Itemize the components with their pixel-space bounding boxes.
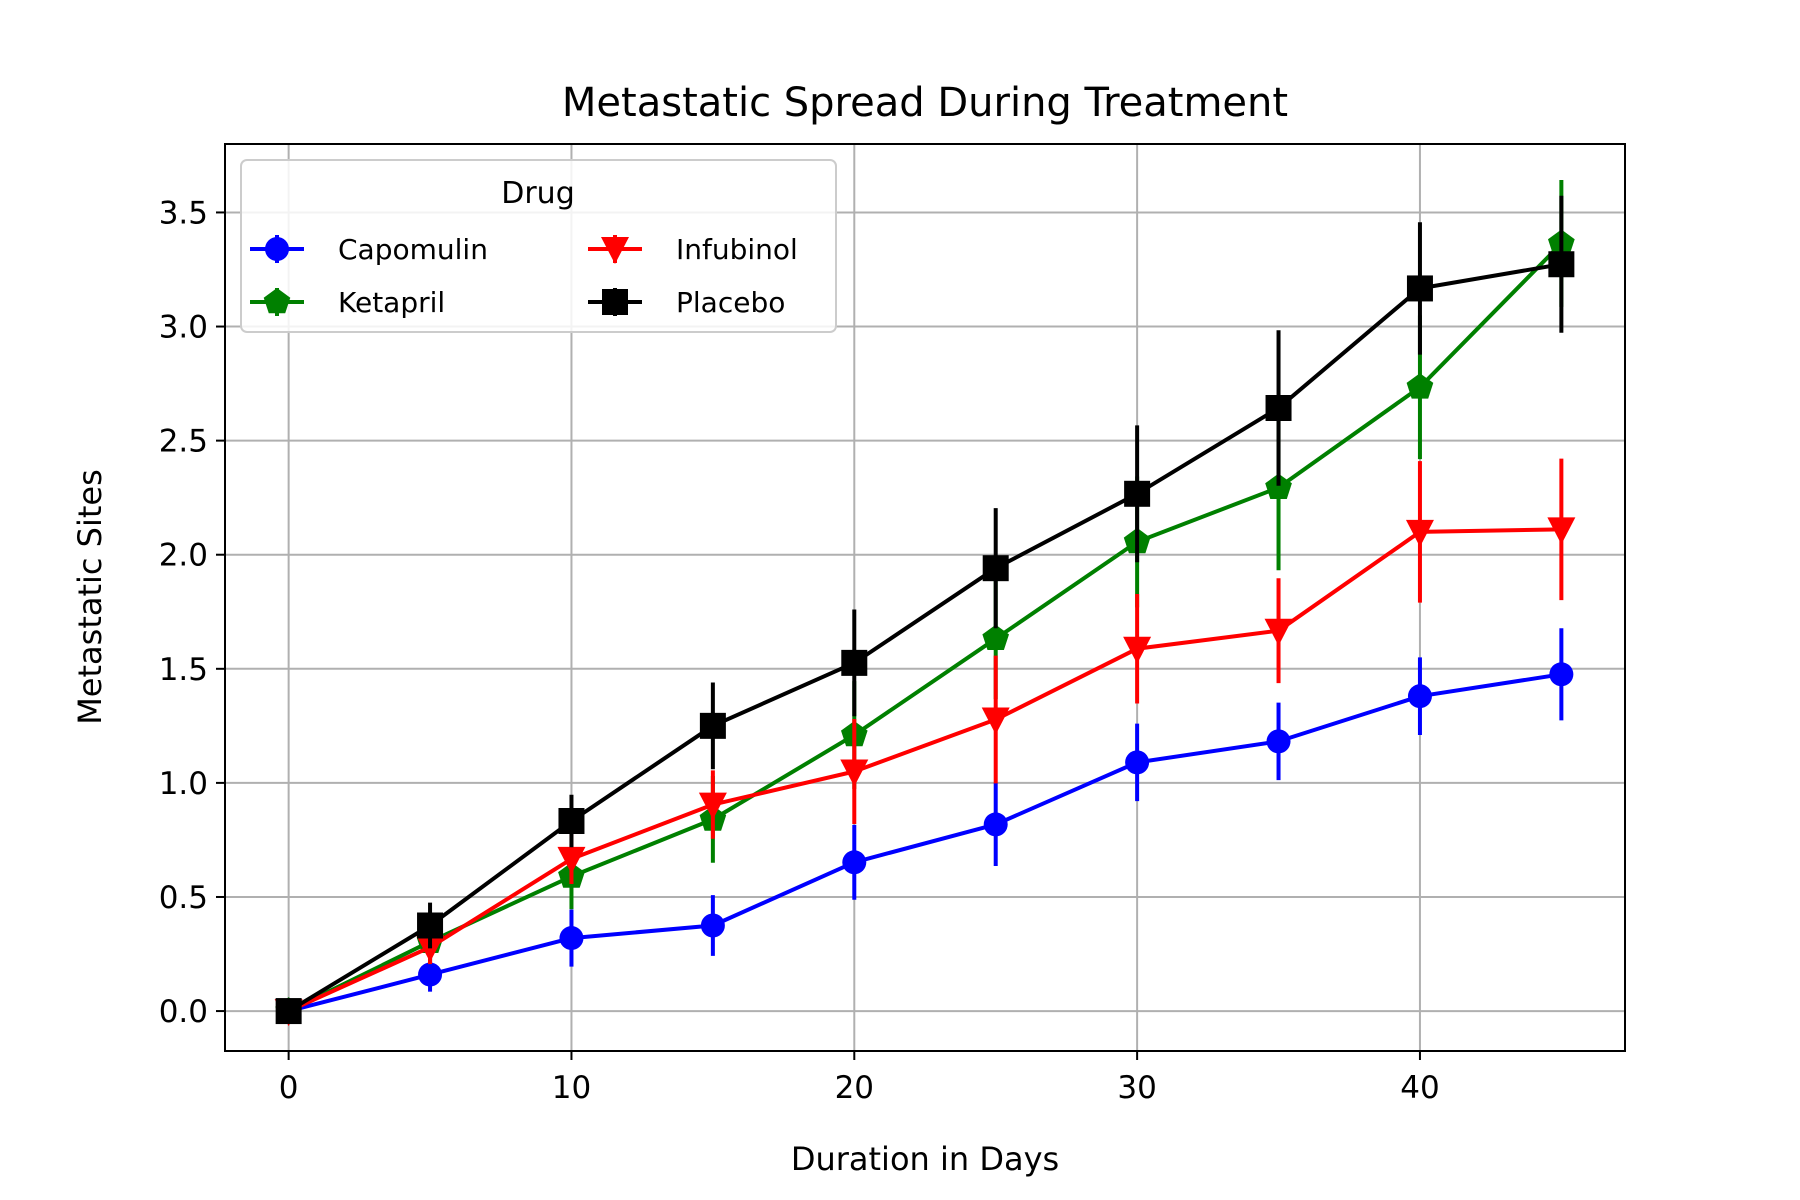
plot-frame [224, 143, 1626, 1052]
data-point-capomulin [418, 962, 443, 987]
data-point-infubinol [1264, 618, 1293, 646]
data-point-placebo [982, 555, 1009, 582]
y-tick-label: 3.5 [159, 195, 208, 231]
x-tick-label: 0 [279, 1070, 299, 1106]
data-point-placebo [417, 912, 444, 939]
series-layer [274, 180, 1576, 1027]
data-point-infubinol [1123, 636, 1152, 664]
data-point-capomulin [1266, 729, 1291, 754]
y-tick-label: 1.0 [159, 766, 208, 802]
data-point-ketapril [982, 624, 1009, 650]
data-point-placebo [1548, 251, 1575, 278]
y-tick-label: 0.5 [159, 880, 208, 916]
legend-item-capomulin: Capomulin [250, 233, 488, 266]
data-point-capomulin [1407, 684, 1432, 709]
legend-item-ketapril: Ketapril [250, 286, 445, 319]
y-axis-label: Metastatic Sites [71, 469, 109, 725]
x-axis: 0 10 20 30 40 [279, 1051, 1440, 1106]
data-point-capomulin [1125, 750, 1150, 775]
chart-title: Metastatic Spread During Treatment [562, 80, 1288, 126]
y-tick-label: 2.0 [159, 538, 208, 574]
data-point-capomulin [842, 850, 867, 875]
data-point-infubinol [416, 935, 445, 963]
series-placebo [275, 195, 1575, 1025]
series-line-infubinol [287, 527, 1562, 1013]
x-tick-label: 40 [1400, 1070, 1439, 1106]
y-tick-label: 1.5 [159, 652, 208, 688]
data-point-placebo [841, 649, 868, 676]
data-point-ketapril [1265, 473, 1292, 499]
data-point-placebo [275, 998, 302, 1025]
legend-entries: Capomulin Infubinol Ketapril Placebo [250, 233, 798, 319]
legend-marker [263, 288, 291, 314]
legend-label: Infubinol [676, 233, 798, 266]
legend-label: Placebo [676, 286, 785, 319]
data-point-infubinol [698, 792, 727, 820]
data-point-infubinol [1547, 517, 1576, 545]
data-point-capomulin [559, 926, 584, 951]
legend-marker [601, 237, 629, 264]
legend-marker [265, 237, 289, 261]
y-tick-label: 2.5 [159, 424, 208, 460]
series-line-ketapril [287, 242, 1563, 1013]
y-axis: 0.0 0.5 1.0 1.5 2.0 2.5 3.0 3.5 [159, 195, 225, 1030]
x-tick-label: 20 [835, 1070, 874, 1106]
legend-title: Drug [501, 176, 575, 211]
series-line-capomulin [288, 672, 1562, 1014]
data-point-placebo [699, 712, 726, 739]
y-tick-label: 0.0 [159, 994, 208, 1030]
legend-item-infubinol: Infubinol [588, 233, 798, 266]
legend: Drug Capomulin Infubinol Ketapril Placebo [240, 159, 837, 333]
legend-marker [602, 289, 628, 315]
data-point-placebo [1406, 275, 1433, 302]
data-point-infubinol [840, 759, 869, 787]
data-point-capomulin [1549, 662, 1574, 687]
data-point-infubinol [557, 846, 586, 874]
x-axis-label: Duration in Days [791, 1140, 1059, 1178]
legend-box [240, 159, 837, 333]
data-point-infubinol [1405, 519, 1434, 547]
legend-item-placebo: Placebo [588, 286, 785, 319]
legend-label: Capomulin [338, 233, 488, 266]
data-point-placebo [558, 807, 585, 834]
series-line-placebo [287, 262, 1562, 1013]
x-tick-label: 30 [1117, 1070, 1156, 1106]
data-point-infubinol [981, 707, 1010, 735]
data-point-capomulin [983, 812, 1008, 837]
data-point-placebo [1124, 480, 1151, 507]
legend-label: Ketapril [338, 286, 445, 319]
series-infubinol [274, 458, 1576, 1027]
x-tick-label: 10 [552, 1070, 591, 1106]
data-point-capomulin [700, 913, 725, 938]
data-point-placebo [1265, 394, 1292, 421]
data-point-ketapril [1406, 373, 1434, 399]
y-tick-label: 3.0 [159, 310, 208, 346]
